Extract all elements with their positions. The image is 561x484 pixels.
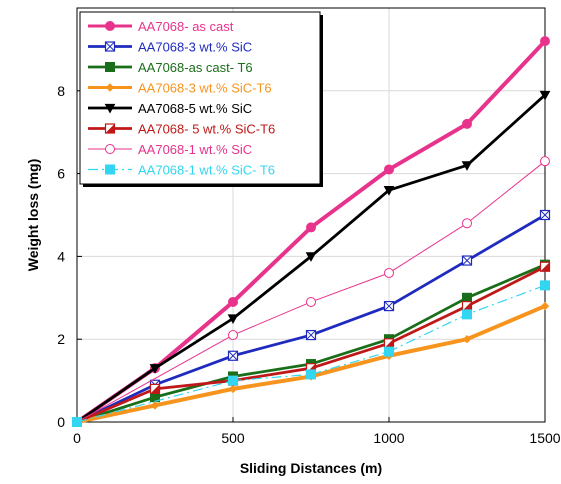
data-point-marker (307, 223, 316, 232)
data-point-marker (541, 157, 550, 166)
data-point-marker (307, 297, 316, 306)
data-point-marker (463, 293, 472, 302)
data-point-marker (385, 339, 394, 348)
data-point-marker (463, 256, 472, 265)
series-group (77, 157, 550, 422)
legend-label: AA7068-3 wt.% SiC (138, 40, 252, 55)
series-group (77, 211, 550, 423)
data-point-marker (229, 297, 238, 306)
legend-label: AA7068-3 wt.% SiC-T6 (138, 81, 272, 96)
data-point-marker (106, 124, 115, 133)
x-tick-label: 1500 (529, 430, 560, 446)
x-tick-label: 0 (73, 430, 81, 446)
legend-label: AA7068-1 wt.% SiC (138, 142, 252, 157)
data-point-marker (463, 119, 472, 128)
legend-label: AA7068-5 wt.% SiC (138, 101, 252, 116)
series-group (77, 260, 550, 422)
y-tick-label: 2 (57, 331, 65, 347)
data-point-marker (229, 351, 238, 360)
data-point-marker (151, 384, 160, 393)
y-tick-label: 6 (57, 166, 65, 182)
x-tick-label: 1000 (373, 430, 404, 446)
legend-label: AA7068- 5 wt.% SiC-T6 (138, 122, 275, 137)
legend-label: AA7068-as cast- T6 (138, 60, 253, 75)
x-axis-title: Sliding Distances (m) (240, 460, 382, 476)
data-point-marker (106, 63, 115, 72)
legend: AA7068- as cast AA7068-3 wt.% SiC AA7068-a… (80, 12, 323, 187)
data-point-marker (307, 331, 316, 340)
y-tick-label: 0 (57, 414, 65, 430)
data-point-marker (106, 22, 115, 31)
data-point-marker (385, 302, 394, 311)
series-line (77, 265, 545, 422)
y-axis-title: Weight loss (mg) (25, 159, 41, 272)
data-point-marker (106, 145, 115, 154)
data-point-marker (106, 42, 115, 51)
data-point-marker (385, 165, 394, 174)
x-tick-label: 500 (221, 430, 245, 446)
data-point-marker (229, 376, 238, 385)
y-tick-label: 8 (57, 83, 65, 99)
data-point-marker (307, 370, 316, 379)
data-point-marker (385, 347, 394, 356)
data-point-marker (229, 331, 238, 340)
data-point-marker (463, 302, 472, 311)
data-point-marker (463, 219, 472, 228)
data-point-marker (385, 268, 394, 277)
data-point-marker (73, 418, 82, 427)
data-point-marker (106, 165, 115, 174)
legend-box (80, 12, 320, 184)
data-point-marker (541, 37, 550, 46)
y-tick-label: 4 (57, 248, 65, 264)
data-point-marker (541, 281, 550, 290)
legend-label: AA7068- as cast (138, 19, 234, 34)
legend-label: AA7068-1 wt.% SiC- T6 (138, 163, 275, 178)
data-point-marker (463, 310, 472, 319)
data-point-marker (541, 211, 550, 220)
series-line (77, 161, 545, 422)
data-point-marker (541, 262, 550, 271)
